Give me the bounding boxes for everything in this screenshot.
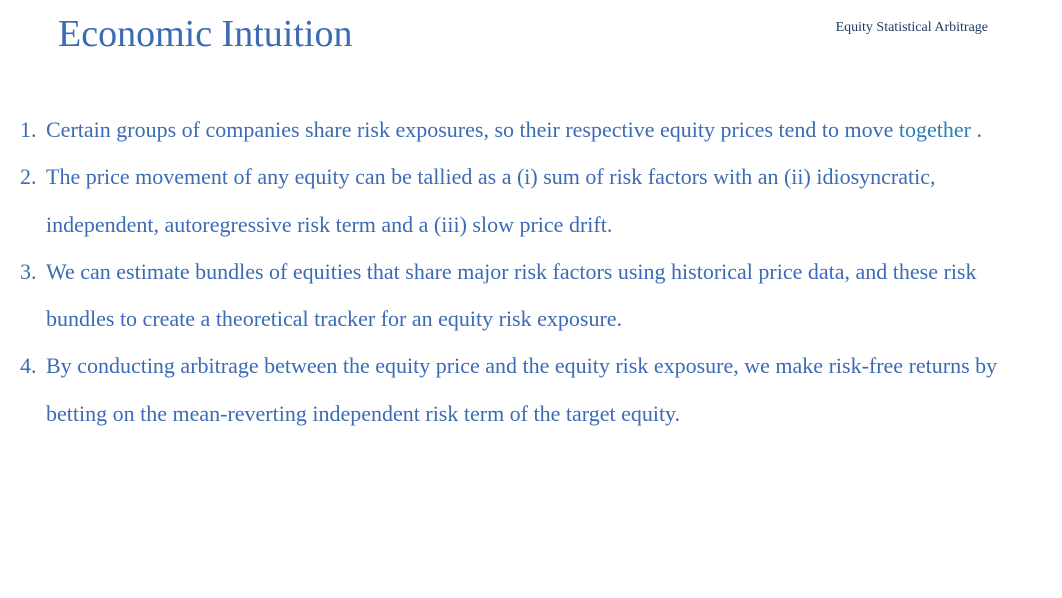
list-item-text-pre: Certain groups of companies share risk e… [46,117,899,142]
list-item-emphasis: together [899,117,971,142]
list-item-text-pre: The price movement of any equity can be … [46,164,936,236]
list-item: By conducting arbitrage between the equi… [20,342,1042,437]
content-area: Certain groups of companies share risk e… [0,56,1062,437]
list-item-text-pre: We can estimate bundles of equities that… [46,259,977,331]
header: Economic Intuition Equity Statistical Ar… [0,0,1062,56]
numbered-list: Certain groups of companies share risk e… [20,106,1042,437]
list-item: The price movement of any equity can be … [20,153,1042,248]
list-item-text-pre: By conducting arbitrage between the equi… [46,353,997,425]
list-item-text-post: . [971,117,982,142]
page-subtitle: Equity Statistical Arbitrage [836,20,988,36]
list-item: Certain groups of companies share risk e… [20,106,1042,153]
page-title: Economic Intuition [58,12,352,56]
list-item: We can estimate bundles of equities that… [20,248,1042,343]
